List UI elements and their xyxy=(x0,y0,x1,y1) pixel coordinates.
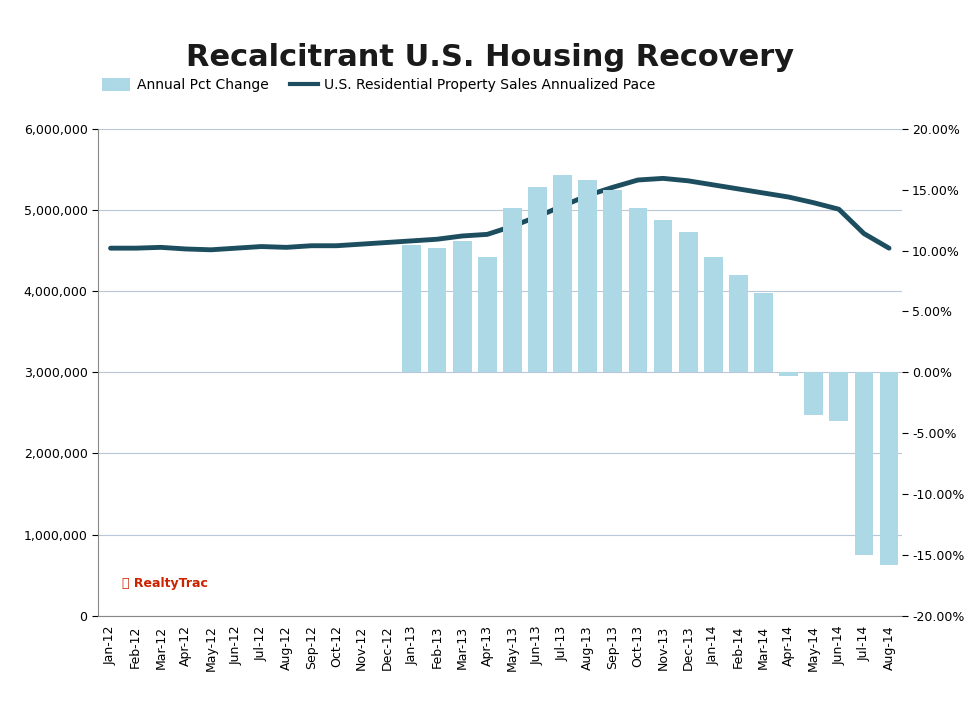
Bar xyxy=(880,372,899,565)
Bar xyxy=(779,372,798,376)
Bar xyxy=(453,241,471,372)
Bar xyxy=(478,256,497,372)
Bar xyxy=(553,175,572,372)
Bar xyxy=(679,232,698,372)
Bar xyxy=(654,220,672,372)
Text: Ⓡ RealtyTrac: Ⓡ RealtyTrac xyxy=(122,576,208,589)
Bar xyxy=(754,294,773,372)
Bar xyxy=(427,248,447,372)
Bar xyxy=(528,188,547,372)
Bar xyxy=(805,372,823,415)
Legend: Annual Pct Change, U.S. Residential Property Sales Annualized Pace: Annual Pct Change, U.S. Residential Prop… xyxy=(97,72,662,97)
Bar xyxy=(503,208,521,372)
Bar xyxy=(729,275,748,372)
Bar xyxy=(604,190,622,372)
Bar xyxy=(403,245,421,372)
Bar xyxy=(829,372,849,421)
Bar xyxy=(704,256,722,372)
Bar xyxy=(628,208,648,372)
Text: Recalcitrant U.S. Housing Recovery: Recalcitrant U.S. Housing Recovery xyxy=(186,42,794,72)
Bar xyxy=(855,372,873,555)
Bar xyxy=(578,180,597,372)
